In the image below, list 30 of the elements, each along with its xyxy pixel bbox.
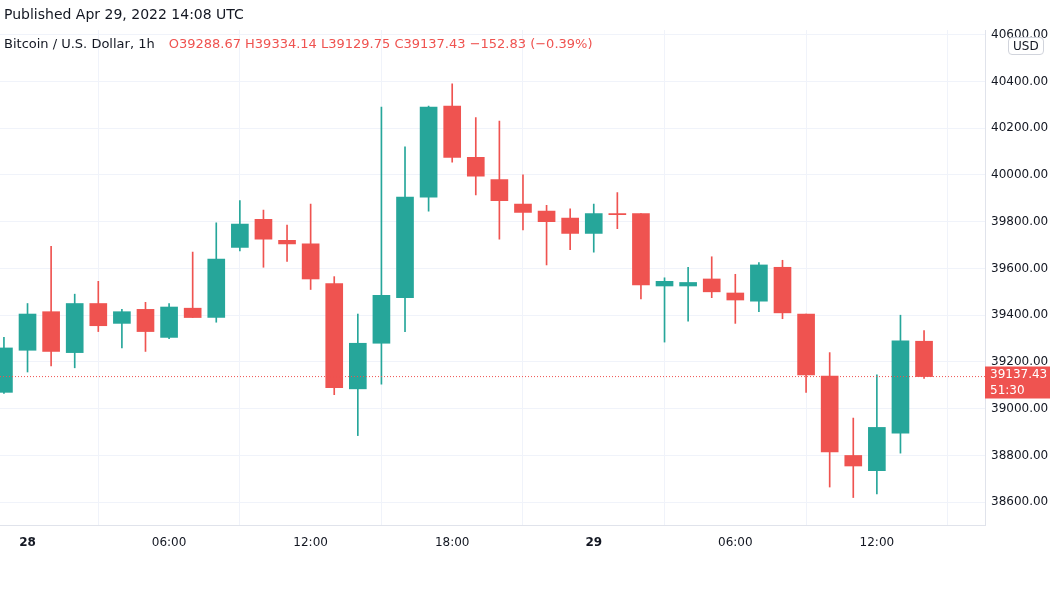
y-tick-label: 39800.00 (991, 213, 1049, 228)
x-tick-label: 29 (585, 534, 603, 549)
ref-line-label: 39137.43 (990, 366, 1048, 381)
x-tick-label: 12:00 (293, 534, 328, 549)
y-tick-label: 40000.00 (991, 167, 1049, 182)
y-tick-label: 40200.00 (991, 120, 1049, 135)
candlestick (514, 174, 532, 231)
candlestick (278, 224, 296, 262)
x-tick-label: 06:00 (718, 534, 753, 549)
y-tick-label: 38800.00 (991, 447, 1049, 462)
candlestick (844, 417, 863, 498)
y-tick-label: 39000.00 (991, 400, 1049, 415)
y-tick-label: 40400.00 (991, 73, 1049, 88)
y-axis-title: USD (1008, 37, 1044, 55)
candlestick (679, 266, 697, 322)
candlestick (726, 273, 745, 324)
text: Bitcoin / U.S. Dollar, 1h (4, 36, 155, 51)
y-tick-label: 39200.00 (991, 354, 1049, 369)
candlestick (466, 117, 485, 196)
y-tick-label: 39600.00 (991, 260, 1049, 275)
x-tick-label: 06:00 (151, 534, 187, 549)
text: 51:30 (990, 382, 1025, 397)
x-tick-label: 18:00 (434, 534, 470, 549)
annotation: O39288.67 H39334.14 L39129.75 C39137.43 −152.83 (−0.39%) (168, 36, 593, 51)
y-tick-label: 39400.00 (991, 307, 1049, 322)
x-tick-label: 12:00 (859, 534, 895, 549)
y-tick-label: 38600.00 (991, 494, 1049, 509)
x-tick-label: 28 (19, 534, 36, 549)
candlestick (183, 251, 202, 318)
text: Published Apr 29, 2022 14:08 UTC (4, 6, 244, 22)
